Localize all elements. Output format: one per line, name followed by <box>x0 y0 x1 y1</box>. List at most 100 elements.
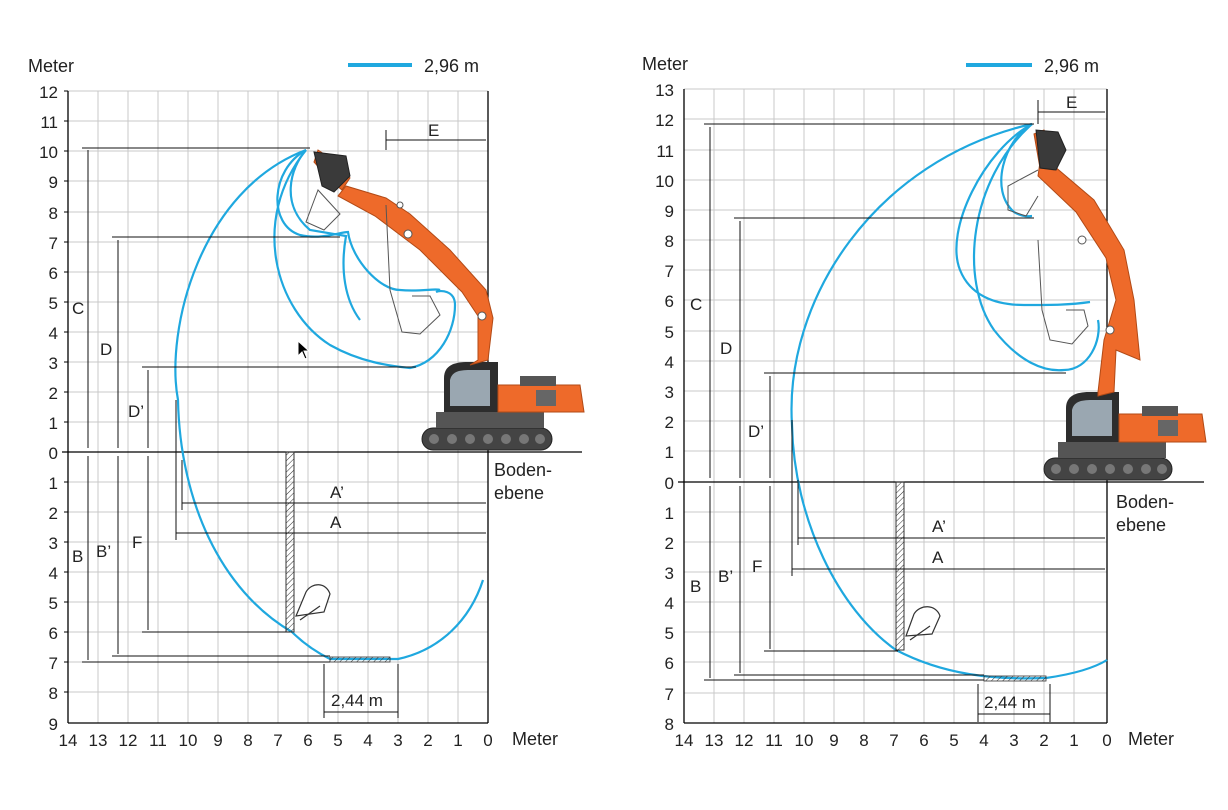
y-tick-label: 1 <box>49 474 58 493</box>
ground-label-line1: Boden- <box>1116 492 1174 512</box>
y-tick-label: 8 <box>665 232 674 251</box>
diagram-svg-left: 0 1 2 3 4 5 6 7 8 9 10 11 12 1 2 3 4 5 6… <box>28 56 585 750</box>
y-axis-labels: 0 1 2 3 4 5 6 7 8 9 10 11 12 1 2 3 4 5 6… <box>39 83 58 734</box>
max-vertical-wall-hatch <box>895 481 905 651</box>
x-tick-label: 3 <box>393 731 402 750</box>
x-tick-label: 10 <box>179 731 198 750</box>
x-tick-label: 10 <box>795 731 814 750</box>
bucket <box>313 151 351 193</box>
y-tick-label: 9 <box>49 715 58 734</box>
boom <box>337 185 494 366</box>
working-range-diagram-right: 0 1 2 3 4 5 6 7 8 9 10 11 12 13 1 2 3 4 … <box>614 0 1228 805</box>
cab-window <box>450 370 490 406</box>
x-tick-label: 5 <box>949 731 958 750</box>
dim-label-c: C <box>72 299 84 318</box>
reach-envelope <box>174 148 485 661</box>
cab-window <box>1072 400 1112 436</box>
x-tick-label: 7 <box>889 731 898 750</box>
y-tick-label: 7 <box>665 262 674 281</box>
y-tick-label: 4 <box>665 353 674 372</box>
y-tick-label: 10 <box>39 143 58 162</box>
x-tick-label: 12 <box>119 731 138 750</box>
y-tick-label: 10 <box>655 172 674 191</box>
y-tick-label: 4 <box>49 564 58 583</box>
y-tick-label: 0 <box>665 474 674 493</box>
y-axis-labels: 0 1 2 3 4 5 6 7 8 9 10 11 12 13 1 2 3 4 … <box>655 81 674 734</box>
x-tick-label: 1 <box>1069 731 1078 750</box>
y-tick-label: 2 <box>665 413 674 432</box>
legend-label: 2,96 m <box>424 56 479 76</box>
y-unit-label: Meter <box>28 56 74 76</box>
y-tick-label: 12 <box>39 83 58 102</box>
y-tick-label: 11 <box>40 113 58 132</box>
dim-label-d-prime: D’ <box>128 402 144 421</box>
dimension-labels: C D D’ B B’ F A’ A E 2,44 m <box>690 93 1077 712</box>
y-tick-label: 3 <box>49 354 58 373</box>
bucket <box>1035 129 1067 171</box>
x-tick-label: 14 <box>59 731 78 750</box>
dim-label-b: B <box>72 547 83 566</box>
x-tick-label: 13 <box>89 731 108 750</box>
dim-label-d: D <box>100 340 112 359</box>
ground-label-line2: ebene <box>494 483 544 503</box>
x-tick-label: 2 <box>1039 731 1048 750</box>
dim-label-e: E <box>1066 93 1077 112</box>
y-unit-label: Meter <box>642 54 688 74</box>
dim-label-b: B <box>690 577 701 596</box>
dim-label-d-prime: D’ <box>748 422 764 441</box>
dim-label-a-prime: A’ <box>932 517 946 536</box>
x-tick-label: 12 <box>735 731 754 750</box>
y-tick-label: 8 <box>49 684 58 703</box>
y-tick-label: 5 <box>49 594 58 613</box>
bucket-floor-hatch <box>983 675 1047 682</box>
diagram-svg-right: 0 1 2 3 4 5 6 7 8 9 10 11 12 13 1 2 3 4 … <box>642 54 1207 750</box>
x-axis-labels: 14 13 12 11 10 9 8 7 6 5 4 3 2 1 0 <box>675 731 1112 750</box>
x-axis-labels: 14 13 12 11 10 9 8 7 6 5 4 3 2 1 0 <box>59 731 493 750</box>
working-range-diagram-left: 0 1 2 3 4 5 6 7 8 9 10 11 12 1 2 3 4 5 6… <box>0 0 614 805</box>
dimension-lines <box>82 130 486 718</box>
y-tick-label: 1 <box>665 504 674 523</box>
bucket-width-label: 2,44 m <box>331 691 383 710</box>
mouse-cursor-icon <box>297 340 311 360</box>
x-tick-label: 13 <box>705 731 724 750</box>
x-unit-label: Meter <box>512 729 558 749</box>
x-tick-label: 9 <box>213 731 222 750</box>
dim-label-c: C <box>690 295 702 314</box>
dim-label-b-prime: B’ <box>718 567 733 586</box>
y-tick-label: 1 <box>49 414 58 433</box>
ghost-positions <box>305 189 441 335</box>
dim-label-f: F <box>752 557 762 576</box>
reach-envelope <box>790 122 1108 680</box>
dim-label-e: E <box>428 121 439 140</box>
y-tick-label: 9 <box>49 173 58 192</box>
x-tick-label: 4 <box>363 731 372 750</box>
x-tick-label: 11 <box>765 731 783 750</box>
dim-label-f: F <box>132 533 142 552</box>
y-tick-label: 1 <box>665 443 674 462</box>
x-tick-label: 7 <box>273 731 282 750</box>
undercarriage <box>1058 442 1166 458</box>
x-tick-label: 0 <box>483 731 492 750</box>
y-tick-label: 5 <box>665 624 674 643</box>
y-tick-label: 2 <box>49 384 58 403</box>
y-tick-label: 8 <box>49 204 58 223</box>
y-tick-label: 8 <box>665 715 674 734</box>
y-tick-label: 5 <box>665 323 674 342</box>
x-tick-label: 6 <box>303 731 312 750</box>
bucket-sketch-deep <box>295 584 331 621</box>
dim-label-a: A <box>932 548 944 567</box>
bucket-sketch-deep <box>905 606 941 641</box>
y-tick-label: 13 <box>655 81 674 100</box>
axes <box>678 89 1204 724</box>
dimension-labels: C D D’ B B’ F A’ A E 2,44 m <box>72 121 439 710</box>
y-tick-label: 0 <box>49 444 58 463</box>
ghost-positions <box>1007 169 1089 345</box>
bucket-width-label: 2,44 m <box>984 693 1036 712</box>
bucket-floor-hatch <box>329 656 391 663</box>
y-tick-label: 3 <box>665 564 674 583</box>
x-tick-label: 14 <box>675 731 694 750</box>
dim-label-a: A <box>330 513 342 532</box>
y-tick-label: 3 <box>665 383 674 402</box>
y-tick-label: 6 <box>49 624 58 643</box>
y-ticks <box>64 90 68 693</box>
